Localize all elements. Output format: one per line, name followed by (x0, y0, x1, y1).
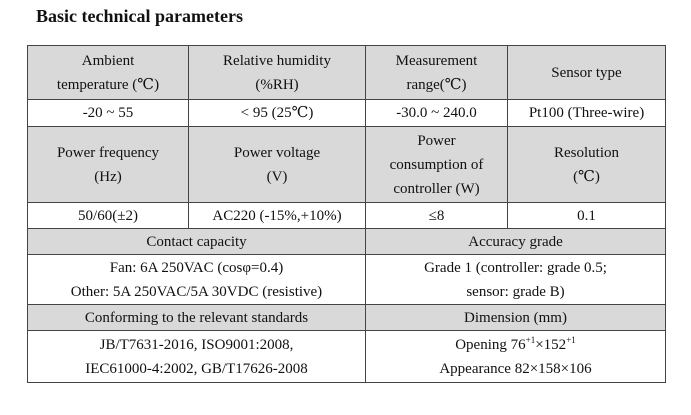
value-sensor-type: Pt100 (Three-wire) (507, 99, 666, 127)
header-measurement-range: Measurement range(℃) (365, 45, 508, 100)
header-resolution: Resolution (℃) (507, 126, 666, 203)
header-relative-humidity: Relative humidity (%RH) (188, 45, 366, 100)
dimension-appearance: Appearance 82×158×106 (439, 360, 592, 377)
header-power-consumption: Power consumption of controller (W) (365, 126, 508, 203)
value-contact-capacity: Fan: 6A 250VAC (cosφ=0.4) Other: 5A 250VA… (27, 254, 366, 305)
value-power-voltage: AC220 (-15%,+10%) (188, 202, 366, 229)
value-measurement-range: -30.0 ~ 240.0 (365, 99, 508, 127)
table-row: -20 ~ 55 < 95 (25℃) -30.0 ~ 240.0 Pt100 … (27, 99, 666, 127)
table-row: Power frequency (Hz) Power voltage (V) Pow… (27, 126, 666, 203)
dimension-opening: Opening 76+1×152+1 (455, 334, 576, 353)
header-ambient-temperature: Ambient temperature (℃) (27, 45, 189, 100)
value-power-consumption: ≤8 (365, 202, 508, 229)
value-resolution: 0.1 (507, 202, 666, 229)
value-dimension: Opening 76+1×152+1 Appearance 82×158×106 (365, 330, 666, 383)
parameters-table: Ambient temperature (℃) Relative humidity… (27, 45, 666, 383)
header-sensor-type: Sensor type (507, 45, 666, 100)
value-standards: JB/T7631-2016, ISO9001:2008, IEC61000-4:2… (27, 330, 366, 383)
value-relative-humidity: < 95 (25℃) (188, 99, 366, 127)
header-power-voltage: Power voltage (V) (188, 126, 366, 203)
value-accuracy-grade: Grade 1 (controller: grade 0.5; sensor: g… (365, 254, 666, 305)
table-row: 50/60(±2) AC220 (-15%,+10%) ≤8 0.1 (27, 202, 666, 229)
table-row: Conforming to the relevant standards Dim… (27, 304, 666, 331)
table-row: Contact capacity Accuracy grade (27, 228, 666, 255)
table-row: Fan: 6A 250VAC (cosφ=0.4) Other: 5A 250VA… (27, 254, 666, 305)
section-title: Basic technical parameters (36, 6, 243, 26)
value-power-frequency: 50/60(±2) (27, 202, 189, 229)
header-accuracy-grade: Accuracy grade (365, 228, 666, 255)
table-row: JB/T7631-2016, ISO9001:2008, IEC61000-4:2… (27, 330, 666, 383)
header-power-frequency: Power frequency (Hz) (27, 126, 189, 203)
value-ambient-temperature: -20 ~ 55 (27, 99, 189, 127)
header-standards: Conforming to the relevant standards (27, 304, 366, 331)
header-contact-capacity: Contact capacity (27, 228, 366, 255)
header-dimension: Dimension (mm) (365, 304, 666, 331)
table-row: Ambient temperature (℃) Relative humidity… (27, 45, 666, 100)
